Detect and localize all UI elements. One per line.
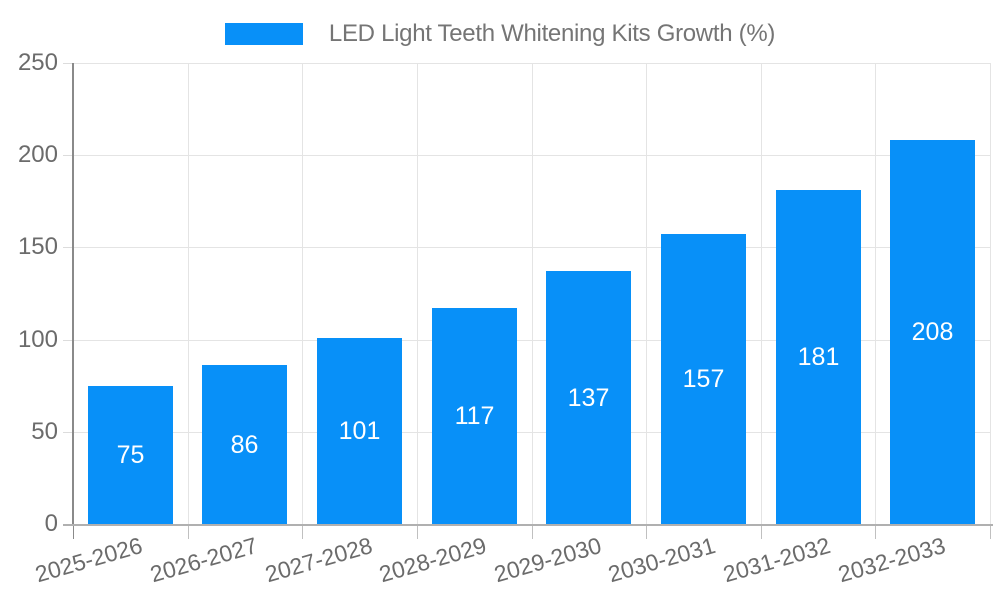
- y-axis-tick: [63, 155, 73, 156]
- bar: [432, 308, 517, 524]
- y-axis-line: [72, 63, 74, 524]
- x-axis-tick: [73, 524, 74, 539]
- y-axis-tick-label: 250: [17, 49, 58, 76]
- bar: [776, 190, 861, 524]
- bar-value-label: 117: [454, 402, 495, 430]
- x-axis-tick-label: 2025-2026: [32, 532, 146, 588]
- bar: [202, 365, 287, 524]
- x-axis-tick: [646, 524, 647, 539]
- gridline-vertical: [302, 63, 303, 524]
- x-axis-tick-label: 2031-2032: [720, 532, 834, 588]
- gridline-horizontal: [73, 63, 990, 64]
- gridline-vertical: [761, 63, 762, 524]
- x-axis-tick: [761, 524, 762, 539]
- x-axis-tick: [990, 524, 991, 539]
- bar: [88, 386, 173, 524]
- x-axis-tick-label: 2032-2033: [834, 532, 948, 588]
- y-axis-tick: [63, 247, 73, 248]
- bar-value-label: 157: [682, 365, 725, 393]
- bar: [317, 338, 402, 524]
- y-axis-tick-label: 0: [44, 510, 58, 537]
- gridline-vertical: [875, 63, 876, 524]
- bar-value-label: 101: [338, 417, 381, 445]
- bar: [546, 271, 631, 524]
- bar-value-label: 86: [230, 431, 259, 459]
- chart-legend: LED Light Teeth Whitening Kits Growth (%…: [0, 19, 1000, 49]
- y-axis-tick: [63, 63, 73, 64]
- y-axis-tick-label: 100: [17, 326, 58, 353]
- y-axis-tick: [63, 432, 73, 433]
- bar: [890, 140, 975, 524]
- gridline-vertical: [417, 63, 418, 524]
- x-axis-tick: [302, 524, 303, 539]
- bar-value-label: 181: [797, 343, 840, 371]
- y-axis-tick-label: 150: [17, 233, 58, 260]
- gridline-horizontal: [73, 155, 990, 156]
- x-axis-tick: [188, 524, 189, 539]
- y-axis-tick: [63, 340, 73, 341]
- x-axis-tick-label: 2027-2028: [261, 532, 375, 588]
- x-axis-tick-label: 2030-2031: [605, 532, 719, 588]
- gridline-vertical: [188, 63, 189, 524]
- bar-value-label: 208: [911, 318, 954, 346]
- x-axis-tick-label: 2029-2030: [491, 532, 604, 588]
- x-axis-tick: [532, 524, 533, 539]
- legend-label: LED Light Teeth Whitening Kits Growth (%…: [328, 20, 776, 47]
- x-axis-tick: [417, 524, 418, 539]
- gridline-horizontal: [73, 432, 990, 433]
- bar-value-label: 137: [567, 384, 610, 412]
- bar-value-label: 75: [116, 441, 145, 469]
- x-axis-line: [63, 524, 993, 526]
- y-axis-tick-label: 200: [17, 141, 58, 168]
- legend-swatch: [224, 23, 303, 45]
- x-axis-tick-label: 2028-2029: [376, 532, 490, 588]
- gridline-vertical: [532, 63, 533, 524]
- bar: [661, 234, 746, 524]
- gridline-horizontal: [73, 340, 990, 341]
- x-axis-tick: [875, 524, 876, 539]
- gridline-vertical: [990, 63, 991, 524]
- y-axis-tick-label: 50: [31, 418, 58, 445]
- gridline-vertical: [646, 63, 647, 524]
- x-axis-tick-label: 2026-2027: [147, 532, 261, 588]
- gridline-horizontal: [73, 247, 990, 248]
